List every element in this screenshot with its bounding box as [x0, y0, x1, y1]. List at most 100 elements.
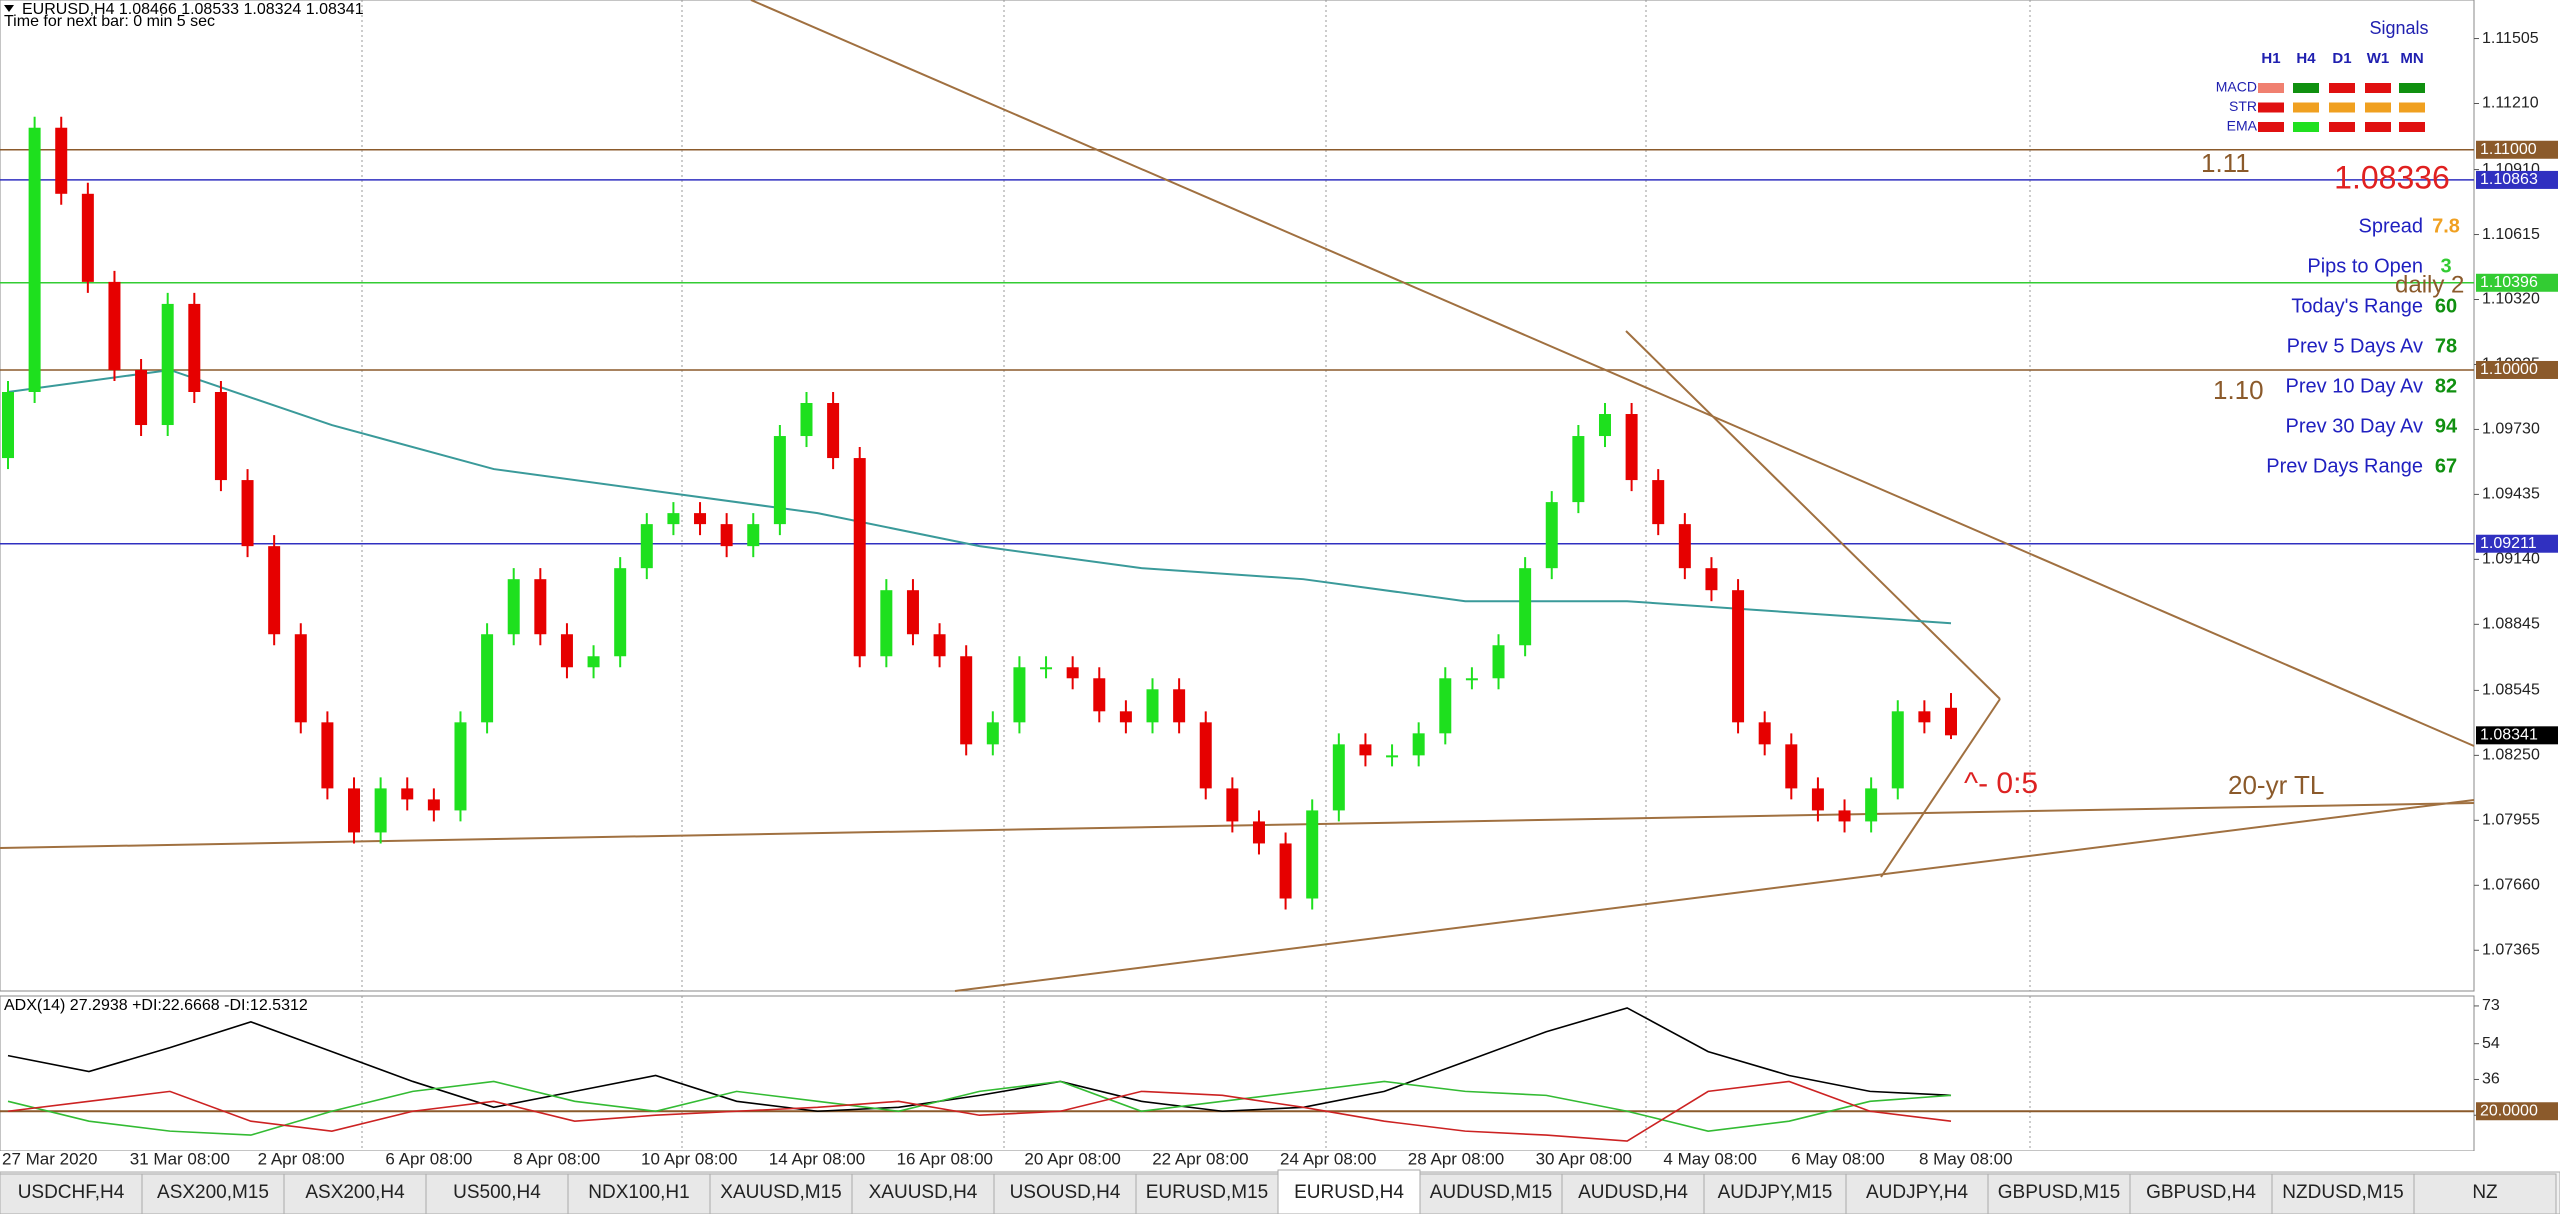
candle-body: [1945, 707, 1957, 736]
signal-block: [2399, 122, 2425, 132]
tab[interactable]: [1135, 1173, 1279, 1214]
signal-column: W1: [2367, 50, 2390, 67]
candle-body: [960, 656, 973, 745]
x-tick-label: 8 May 08:00: [1919, 1149, 2013, 1168]
tab-label[interactable]: AUDUSD,M15: [1430, 1182, 1552, 1203]
tab[interactable]: [2129, 1173, 2273, 1214]
stat-value: 60: [2435, 295, 2457, 317]
tab[interactable]: [2413, 1173, 2557, 1214]
tab-label[interactable]: NZDUSD,M15: [2282, 1182, 2403, 1203]
tab[interactable]: [993, 1173, 1137, 1214]
tab-label[interactable]: AUDJPY,M15: [1718, 1182, 1833, 1203]
candle-body: [28, 127, 41, 392]
candle-body: [1412, 733, 1425, 756]
price-tag-label: 1.08341: [2480, 727, 2538, 744]
tab[interactable]: [567, 1173, 711, 1214]
stat-value: 67: [2435, 455, 2457, 477]
current-price: 1.08336: [2334, 159, 2450, 195]
trendline: [0, 802, 2475, 849]
tab-label[interactable]: USOUSD,H4: [1010, 1182, 1121, 1203]
level-tag: [2476, 273, 2558, 292]
tab[interactable]: [709, 1173, 853, 1214]
stat-label: Prev 30 Day Av: [2286, 415, 2423, 437]
tab-label[interactable]: USDCHF,H4: [18, 1182, 125, 1203]
tab[interactable]: [1703, 1173, 1847, 1214]
x-tick-label: 6 May 08:00: [1791, 1149, 1885, 1168]
candle-body: [241, 480, 254, 547]
signal-block: [2329, 122, 2355, 132]
level-tag-label: 1.10000: [2480, 361, 2538, 378]
tab-label[interactable]: AUDUSD,H4: [1578, 1182, 1688, 1203]
candle-body: [667, 513, 680, 525]
tab[interactable]: [2271, 1173, 2415, 1214]
tab-label[interactable]: ASX200,M15: [157, 1182, 269, 1203]
bar-timer: Time for next bar: 0 min 5 sec: [4, 13, 215, 30]
candle-body: [1013, 667, 1026, 723]
signal-block: [2293, 83, 2319, 93]
annotation: daily 2: [2395, 271, 2464, 298]
tab-label[interactable]: US500,H4: [453, 1182, 541, 1203]
tab-label[interactable]: GBPUSD,M15: [1998, 1182, 2120, 1203]
tab-label[interactable]: NDX100,H1: [588, 1182, 689, 1203]
tab-label[interactable]: ASX200,H4: [305, 1182, 405, 1203]
tab[interactable]: [1845, 1173, 1989, 1214]
tab-label[interactable]: EURUSD,H4: [1294, 1182, 1404, 1203]
candle-body: [720, 524, 733, 547]
x-tick-label: 4 May 08:00: [1663, 1149, 1757, 1168]
candle-body: [321, 722, 334, 789]
candle-body: [614, 568, 627, 657]
candle-body: [1359, 744, 1372, 756]
candle-body: [1758, 722, 1771, 745]
stat-label: Today's Range: [2291, 295, 2423, 317]
tab[interactable]: [851, 1173, 995, 1214]
stat-value: 78: [2435, 335, 2457, 357]
signal-row: MACD: [2216, 79, 2257, 95]
tab-label[interactable]: EURUSD,M15: [1146, 1182, 1268, 1203]
y-tick-label: 1.07660: [2482, 877, 2540, 894]
y-tick-label: 1.11505: [2482, 30, 2539, 47]
candle-body: [1066, 667, 1079, 679]
tab-label[interactable]: NZ: [2472, 1182, 2498, 1203]
candle-body: [1226, 788, 1239, 822]
signal-block: [2258, 83, 2284, 93]
candle-body: [1891, 711, 1904, 789]
stat-label: Prev Days Range: [2266, 455, 2423, 477]
candle-body: [1732, 590, 1745, 723]
y-tick-label: 73: [2482, 997, 2500, 1014]
tab[interactable]: [1277, 1169, 1421, 1214]
tab-label[interactable]: GBPUSD,H4: [2146, 1182, 2256, 1203]
stat-value: 82: [2435, 375, 2457, 397]
tab-label[interactable]: XAUUSD,H4: [869, 1182, 978, 1203]
candle-body: [800, 403, 813, 437]
signal-column: H1: [2261, 50, 2280, 67]
candle-body: [1199, 722, 1212, 789]
indicator-line: [7, 1007, 1952, 1113]
signal-block: [2329, 102, 2355, 113]
level-tag: [2476, 140, 2558, 159]
trendline: [1625, 330, 2001, 700]
candle-body: [81, 193, 94, 282]
candle-body: [1252, 821, 1265, 844]
candle-body: [853, 458, 866, 657]
signal-block: [2329, 83, 2355, 93]
tab-label[interactable]: AUDJPY,H4: [1866, 1182, 1969, 1203]
candle-body: [507, 579, 520, 635]
candle-body: [1465, 678, 1478, 681]
y-tick-label: 1.08545: [2482, 682, 2540, 699]
signal-row: STR: [2229, 98, 2257, 114]
y-tick-label: 1.07365: [2482, 941, 2540, 958]
tab[interactable]: [0, 1173, 143, 1214]
tab[interactable]: [1561, 1173, 1705, 1214]
signal-column: MN: [2400, 50, 2423, 67]
level-tag: [2476, 1102, 2558, 1121]
candle-body: [1572, 436, 1585, 503]
stat-value: 3: [2440, 255, 2451, 277]
x-tick-label: 31 Mar 08:00: [130, 1149, 230, 1168]
y-tick-label: 1.09435: [2482, 486, 2540, 503]
main-panel: [0, 0, 2475, 992]
level-tag-label: 20.0000: [2480, 1102, 2538, 1119]
tab-label[interactable]: XAUUSD,M15: [720, 1182, 841, 1203]
candle-body: [454, 722, 467, 811]
tab[interactable]: [141, 1173, 285, 1214]
